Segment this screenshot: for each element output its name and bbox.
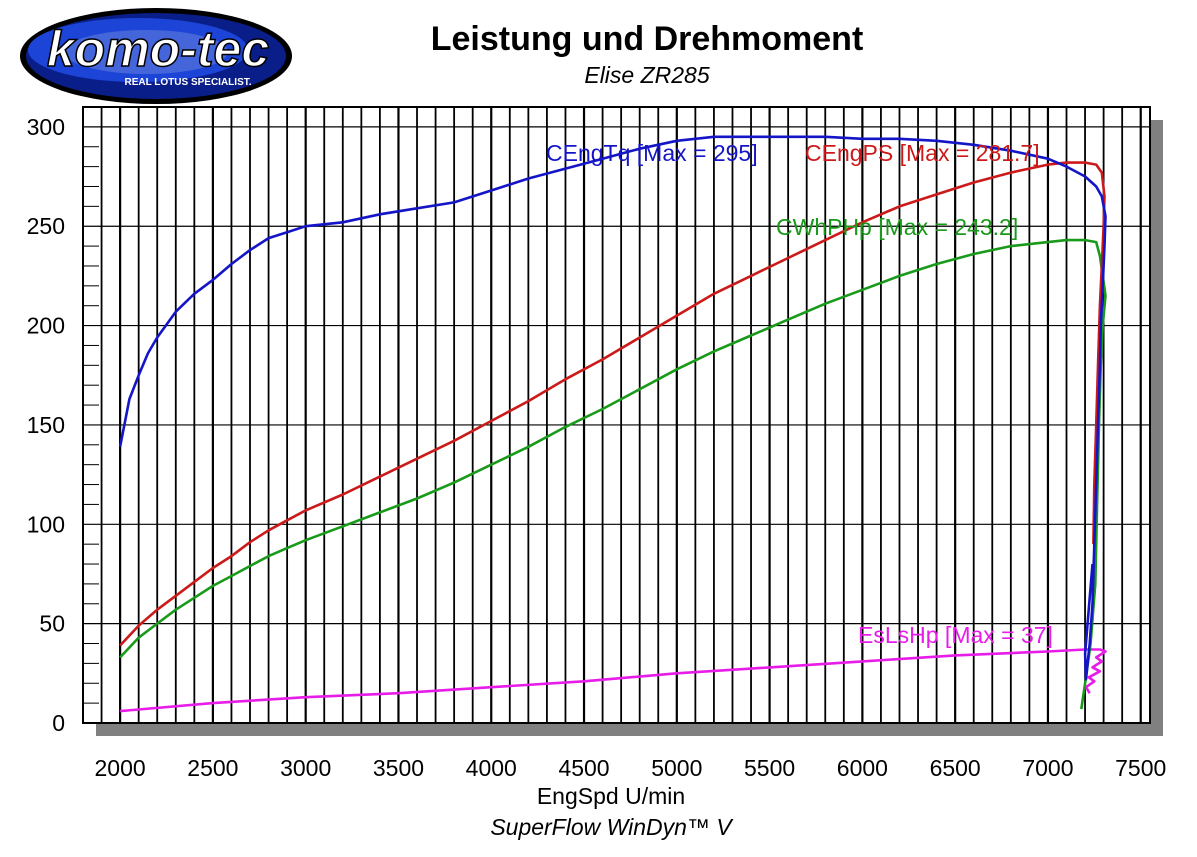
y-tick-label: 300 [27, 114, 65, 140]
x-tick-label: 7500 [1115, 755, 1166, 781]
y-tick-label: 100 [27, 511, 65, 537]
series-label-cengtq: CEngTq [Max = 295] [546, 140, 758, 166]
software-footer: SuperFlow WinDyn™ V [490, 814, 732, 840]
y-tick-label: 0 [52, 710, 65, 736]
x-tick-label: 2500 [187, 755, 238, 781]
logo-wordmark: komo-tec [47, 21, 269, 77]
series-label-eslshp: EsLsHp [Max = 37] [858, 622, 1053, 648]
series-line-cengtq [118, 135, 1107, 681]
x-axis-label: EngSpd U/min [536, 783, 686, 809]
x-tick-label: 4000 [466, 755, 517, 781]
y-tick-label: 250 [27, 213, 65, 239]
series-line-cwhphp [119, 238, 1107, 710]
y-tick-label: 200 [27, 313, 65, 339]
series-label-cengps: CEngPS [Max = 281.7] [805, 140, 1040, 166]
x-tick-label: 3000 [280, 755, 331, 781]
logo-tagline: REAL LOTUS SPECIALIST. [124, 77, 251, 88]
x-tick-label: 2000 [95, 755, 146, 781]
series-line-cengps [119, 161, 1106, 647]
x-tick-label: 5500 [744, 755, 795, 781]
series-label-cwhphp: CWhPHp [Max = 243.2] [776, 214, 1018, 240]
x-tick-label: 5000 [651, 755, 702, 781]
x-tick-label: 4500 [558, 755, 609, 781]
x-tick-label: 6500 [930, 755, 981, 781]
x-tick-label: 3500 [373, 755, 424, 781]
y-tick-label: 150 [27, 412, 65, 438]
plot-area [82, 106, 1151, 724]
x-tick-label: 6000 [837, 755, 888, 781]
y-tick-label: 50 [39, 611, 65, 637]
chart-subtitle: Elise ZR285 [584, 62, 710, 88]
chart-title: Leistung und Drehmoment [430, 20, 864, 58]
x-tick-label: 7000 [1022, 755, 1073, 781]
komo-tec-logo: komo-tec REAL LOTUS SPECIALIST. [20, 8, 292, 104]
series-line-eslshp [119, 648, 1107, 713]
